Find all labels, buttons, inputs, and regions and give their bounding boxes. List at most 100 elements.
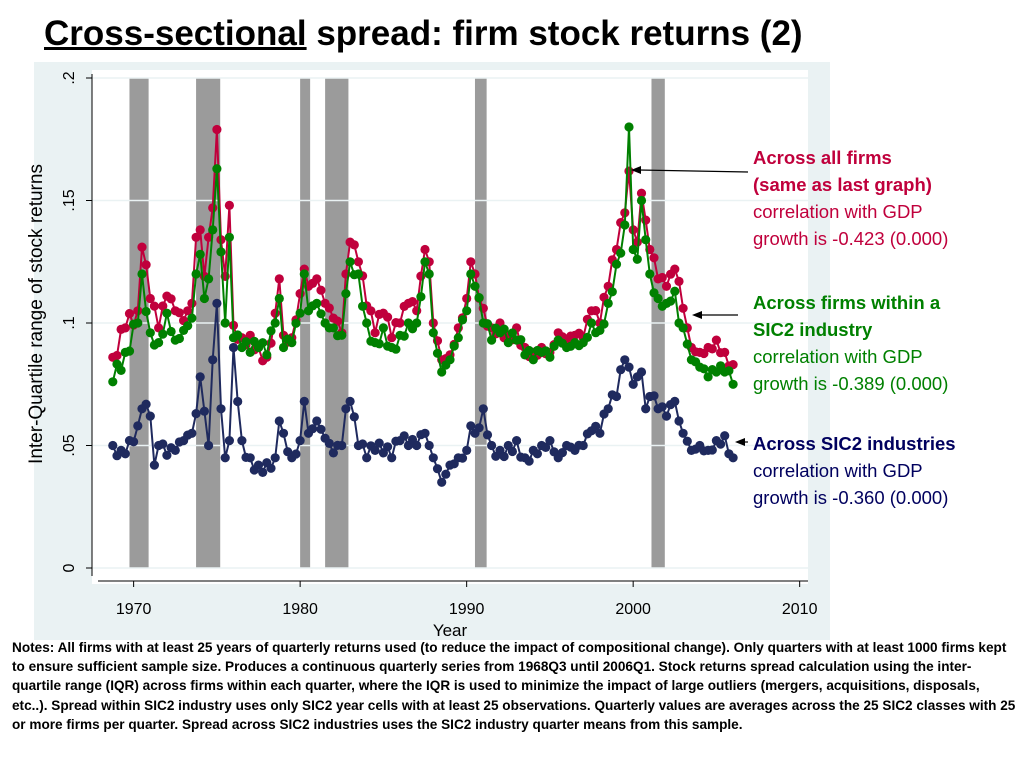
series-2-point-78 — [432, 464, 443, 474]
series-2-point-63 — [370, 445, 380, 455]
series-2-point-137 — [678, 428, 688, 438]
series-2-point-55 — [337, 440, 347, 451]
series-1-point-142 — [699, 364, 709, 374]
series-2-point-96 — [507, 446, 517, 457]
series-1-point-73 — [412, 318, 422, 328]
series-0-point-40 — [274, 274, 284, 284]
annotation-within-corr-1: correlation with GDP — [753, 346, 923, 367]
series-2-point-25 — [212, 298, 222, 308]
series-2-point-28 — [224, 436, 234, 446]
series-1-point-70 — [399, 331, 409, 341]
series-1-point-101 — [528, 355, 538, 365]
series-1-point-45 — [295, 308, 305, 318]
series-2-point-116 — [591, 421, 601, 431]
arrow-head-1 — [692, 311, 702, 319]
series-2-point-41 — [278, 428, 289, 438]
series-1-point-39 — [270, 318, 280, 328]
series-1 — [108, 122, 738, 389]
series-1-point-135 — [670, 286, 680, 296]
notes-text: Notes: All firms with at least 25 years … — [12, 640, 1016, 732]
series-1-point-20 — [191, 269, 201, 279]
series-2-point-70 — [399, 431, 409, 441]
series-2-point-80 — [441, 469, 451, 479]
series-0-point-137 — [678, 303, 688, 313]
series-1-point-75 — [420, 257, 430, 267]
series-2-point-30 — [233, 396, 243, 407]
series-2-point-0 — [108, 440, 118, 451]
series-0-point-52 — [324, 303, 334, 313]
series-2-point-85 — [462, 445, 472, 455]
annotation-all-firms-corr-1: correlation with GDP — [753, 201, 923, 222]
series-1-point-149 — [728, 379, 738, 389]
series-1-point-57 — [345, 257, 355, 267]
series-1-point-25 — [212, 164, 222, 174]
series-0-point-62 — [366, 306, 376, 316]
y-tick-label-2: .1 — [61, 316, 78, 329]
series-2-point-39 — [270, 453, 280, 463]
series-1-point-40 — [274, 293, 284, 304]
series-2-point-8 — [141, 399, 151, 409]
series-1-point-37 — [262, 350, 272, 360]
series-0-point-86 — [466, 257, 476, 267]
series-0-point-67 — [387, 333, 397, 343]
series-1-point-9 — [145, 328, 155, 338]
series-1-point-64 — [374, 339, 384, 349]
x-tick-label-0: 1970 — [116, 601, 152, 618]
series-1-point-134 — [666, 296, 676, 306]
series-1-point-38 — [266, 326, 276, 336]
series-2-point-76 — [424, 440, 434, 451]
series-1-point-28 — [224, 232, 234, 242]
series-1-point-122 — [616, 248, 626, 258]
series-2-point-24 — [208, 355, 218, 365]
series-0-point-58 — [349, 240, 359, 250]
series-1-point-13 — [162, 308, 172, 318]
series-1-point-32 — [241, 337, 251, 347]
series-2-point-64 — [374, 438, 384, 448]
series-2-point-84 — [457, 453, 468, 463]
series-0-point-50 — [316, 285, 326, 295]
series-1-point-81 — [445, 355, 455, 365]
series-2-point-38 — [266, 463, 276, 473]
series-1-point-27 — [220, 318, 230, 328]
series-0-point-135 — [670, 264, 680, 274]
series-1-point-128 — [641, 235, 651, 245]
series-1-point-7 — [137, 269, 147, 279]
series-1-point-23 — [204, 274, 214, 284]
series-0-point-9 — [145, 293, 155, 304]
series-0-point-124 — [624, 166, 634, 176]
arrow-head-0 — [631, 166, 641, 174]
series-1-point-83 — [453, 333, 463, 343]
series-1-point-65 — [378, 323, 388, 333]
x-tick-label-1: 1980 — [282, 601, 318, 618]
series-0-point-69 — [395, 318, 405, 328]
series-2-point-13 — [162, 450, 172, 460]
series-1-point-6 — [133, 318, 143, 328]
series-1-point-16 — [174, 333, 184, 344]
annotation-all-firms-corr-2: growth is -0.423 (0.000) — [753, 228, 949, 249]
series-1-point-118 — [599, 319, 609, 329]
annotation-all-firms-label-1: Across all firms — [753, 147, 892, 168]
series-2-point-100 — [524, 456, 534, 466]
series-0-point-10 — [149, 301, 159, 311]
series-2-point-149 — [728, 453, 738, 463]
series-0-point-144 — [707, 344, 717, 354]
series-0-point-14 — [166, 294, 176, 304]
series-2-point-108 — [557, 448, 568, 458]
slide-title: Cross-sectional spread: firm stock retur… — [44, 14, 803, 54]
series-2-point-60 — [358, 439, 368, 449]
axes: 0 .05 .1 .15 .2 1970 1980 1990 2000 2010 — [61, 71, 818, 618]
series-1-point-12 — [158, 329, 168, 339]
series-0-point-54 — [333, 316, 343, 326]
series-0-point-130 — [649, 253, 659, 263]
series-0-point-147 — [720, 347, 730, 357]
series-2 — [108, 298, 738, 487]
series-1-point-56 — [341, 289, 351, 299]
series-2-point-73 — [412, 440, 422, 451]
series-0-point-19 — [187, 298, 197, 308]
series-1-point-143 — [703, 372, 713, 382]
series-2-point-132 — [657, 402, 667, 412]
series-2-point-91 — [487, 440, 497, 451]
series-1-point-53 — [328, 323, 338, 333]
series-2-point-56 — [341, 404, 351, 414]
series-1-point-100 — [524, 345, 534, 356]
